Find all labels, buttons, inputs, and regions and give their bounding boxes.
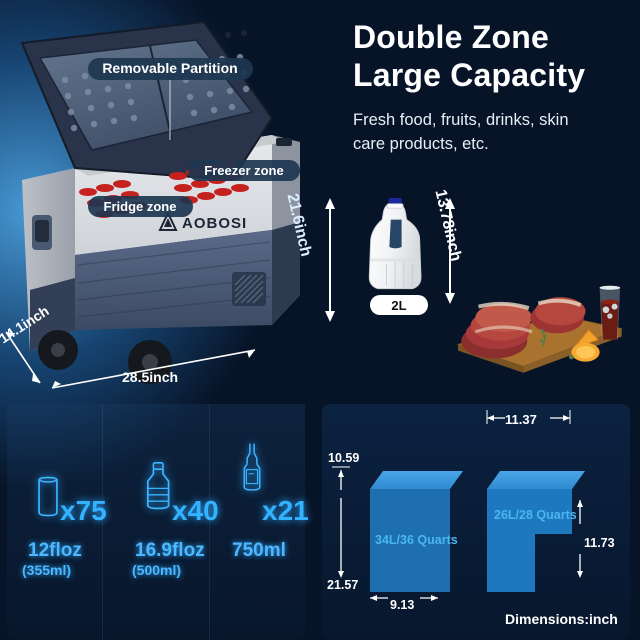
svg-text:Removable Partition: Removable Partition [102,60,237,76]
svg-text:AOBOSI: AOBOSI [182,215,247,232]
svg-text:34L/36 Quarts: 34L/36 Quarts [375,533,458,547]
svg-text:Freezer zone: Freezer zone [204,163,283,178]
svg-text:9.13: 9.13 [390,598,414,612]
svg-text:21.57: 21.57 [327,578,358,592]
svg-text:11.73: 11.73 [584,536,615,550]
svg-text:Dimensions:inch: Dimensions:inch [505,611,618,627]
svg-text:26L/28 Quarts: 26L/28 Quarts [494,508,577,522]
svg-text:11.37: 11.37 [505,412,537,427]
svg-text:Fridge zone: Fridge zone [104,199,177,214]
svg-text:28.5inch: 28.5inch [122,369,178,385]
svg-text:10.59: 10.59 [328,451,359,465]
